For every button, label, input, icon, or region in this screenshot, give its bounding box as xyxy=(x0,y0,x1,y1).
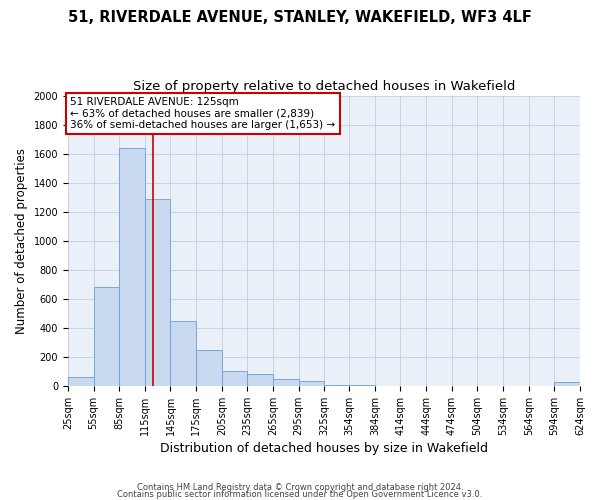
Bar xyxy=(119,148,145,386)
Text: Contains HM Land Registry data © Crown copyright and database right 2024.: Contains HM Land Registry data © Crown c… xyxy=(137,484,463,492)
Bar xyxy=(170,320,196,386)
X-axis label: Distribution of detached houses by size in Wakefield: Distribution of detached houses by size … xyxy=(160,442,488,455)
Bar xyxy=(247,374,273,386)
Title: Size of property relative to detached houses in Wakefield: Size of property relative to detached ho… xyxy=(133,80,515,93)
Bar xyxy=(68,376,94,386)
Bar xyxy=(325,384,349,386)
Bar xyxy=(94,287,119,386)
Bar xyxy=(299,381,325,386)
Text: 51, RIVERDALE AVENUE, STANLEY, WAKEFIELD, WF3 4LF: 51, RIVERDALE AVENUE, STANLEY, WAKEFIELD… xyxy=(68,10,532,25)
Bar xyxy=(196,350,222,386)
Bar xyxy=(273,378,299,386)
Text: Contains public sector information licensed under the Open Government Licence v3: Contains public sector information licen… xyxy=(118,490,482,499)
Bar xyxy=(349,385,375,386)
Bar xyxy=(222,370,247,386)
Bar xyxy=(145,198,170,386)
Y-axis label: Number of detached properties: Number of detached properties xyxy=(15,148,28,334)
Text: 51 RIVERDALE AVENUE: 125sqm
← 63% of detached houses are smaller (2,839)
36% of : 51 RIVERDALE AVENUE: 125sqm ← 63% of det… xyxy=(70,97,335,130)
Bar xyxy=(554,382,580,386)
